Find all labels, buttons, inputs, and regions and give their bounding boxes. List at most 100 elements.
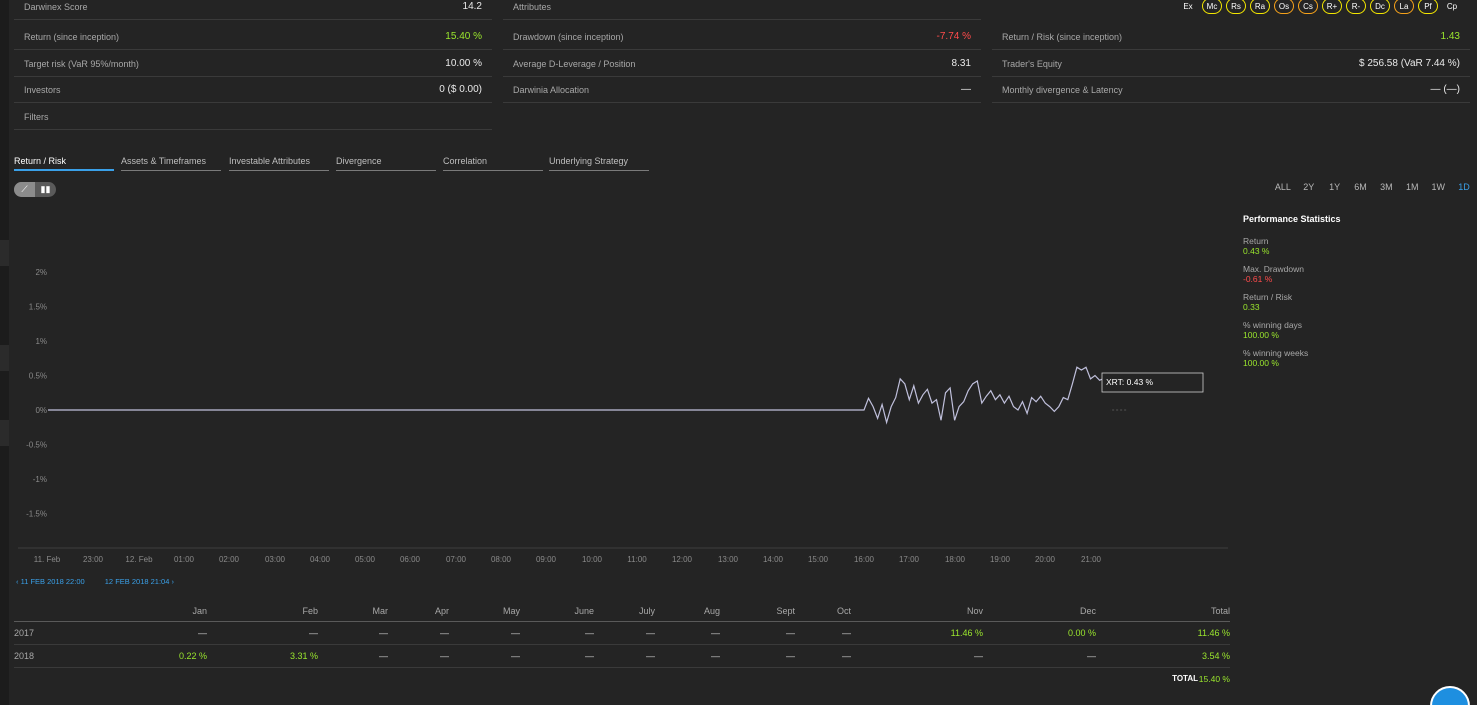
performance-stat-label: % winning weeks [1243,348,1309,358]
attribute-badge[interactable]: Cp [1446,1,1458,11]
column-header: Aug [703,606,720,616]
performance-stat-label: Return / Risk [1243,292,1293,302]
attribute-badge[interactable]: La [1394,0,1414,14]
tab[interactable]: Divergence [336,154,436,171]
return-chart: 2% 1.5% 1% 0.5% 0% -0.5% -1% -1.5% 11. Feb 23:00 1… [18,268,1228,564]
period-option[interactable]: 2Y [1303,182,1315,192]
tab[interactable]: Underlying Strategy [549,154,649,171]
tab[interactable]: Assets & Timeframes [121,154,221,171]
x-tick-label: 11. Feb [34,555,61,564]
column-header: Dec [1079,606,1096,616]
x-tick-label: 08:00 [491,555,512,564]
table-header-row: Jan Feb Mar Apr May June July Aug Sept Oct Nov Dec T… [14,600,1230,622]
month-cell: — [646,628,655,638]
y-tick-label: 2% [35,268,47,277]
x-tick-label: 13:00 [718,555,739,564]
x-tick-label: 10:00 [582,555,603,564]
line-chart-icon[interactable]: ⟋ [14,182,35,197]
stat-value: 0 ($ 0.00) [439,84,482,95]
month-cell: — [379,651,388,661]
stat-label: Investors [24,84,61,95]
chart-navigation: ‹ 11 FEB 2018 22:00 12 FEB 2018 21:04 › [16,577,192,586]
stat-cell: Trader's Equity $ 256.58 (VaR 7.44 %) [992,51,1470,77]
period-selector: ALL 2Y 1Y 6M 3M 1M 1W 1D [1270,182,1477,192]
performance-stat: % winning weeks 100.00 % [1243,348,1443,368]
prev-range-link[interactable]: ‹ 11 FEB 2018 22:00 [16,577,85,586]
column-header: Sept [776,606,795,616]
stat-value: 10.00 % [445,58,482,69]
month-cell: — [585,628,594,638]
y-tick-label: 1% [35,337,47,346]
month-cell: — [842,628,851,638]
period-option[interactable]: 1Y [1329,182,1341,192]
column-header: Oct [836,606,851,616]
column-header: Feb [302,606,318,616]
attribute-badge[interactable]: Os [1274,0,1294,14]
stat-label: Drawdown (since inception) [513,31,624,42]
stat-cell: Return (since inception) 15.40 % [14,24,492,50]
stat-cell: Filters [14,104,492,130]
stat-label: Darwinex Score [24,1,88,12]
tab[interactable]: Return / Risk [14,154,114,171]
attribute-badge[interactable]: Ex [1183,1,1193,11]
x-tick-label: 20:00 [1035,555,1056,564]
performance-stat-value: 0.43 % [1243,246,1270,256]
month-cell: — [440,628,449,638]
period-option[interactable]: 1D [1458,182,1470,192]
performance-statistics: Performance Statistics Return 0.43 % Max. … [1243,214,1443,376]
chat-bubble-button[interactable] [1430,686,1470,705]
x-tick-label: 06:00 [400,555,421,564]
column-header: Total [1210,606,1230,616]
x-tick-label: 05:00 [355,555,376,564]
stat-value: 14.2 [462,1,482,12]
month-cell: — [711,651,720,661]
tab[interactable]: Correlation [443,154,543,171]
x-tick-label: 01:00 [174,555,195,564]
total-value: 15.40 % [1198,674,1230,684]
attribute-badge[interactable]: Mc [1202,0,1222,14]
period-option[interactable]: 3M [1380,182,1393,192]
performance-stat: Return / Risk 0.33 [1243,292,1443,312]
next-range-link[interactable]: 12 FEB 2018 21:04 › [104,577,174,586]
attribute-badge[interactable]: Pf [1418,0,1438,14]
month-cell: — [198,628,207,638]
table-row: 2018 0.22 % 3.31 % — — — — — — — — — — 3.54 % [14,645,1230,668]
column-header: Jan [192,606,207,616]
month-cell: 11.46 % [1197,628,1230,638]
total-row: TOTAL 15.40 % [14,668,1230,691]
month-cell: 11.46 % [950,628,983,638]
attribute-badge[interactable]: Dc [1370,0,1390,14]
period-option[interactable]: ALL [1274,182,1291,192]
y-tick-label: 0.5% [29,372,47,381]
sidebar-block [0,420,9,446]
month-cell: — [711,628,720,638]
stat-label: Trader's Equity [1002,58,1062,69]
attribute-badge[interactable]: Cs [1298,0,1318,14]
tooltip-text: XRT: 0.43 % [1106,377,1154,387]
month-cell: — [511,651,520,661]
stat-label: Darwinia Allocation [513,84,590,95]
chart-type-toggle[interactable]: ⟋ ▮▮ [14,182,56,197]
performance-stat-value: -0.61 % [1243,274,1273,284]
period-option[interactable]: 6M [1354,182,1367,192]
attribute-badge[interactable]: R+ [1322,0,1342,14]
x-tick-label: 12:00 [672,555,693,564]
x-tick-label: 07:00 [446,555,467,564]
column-header: May [502,606,520,616]
tab[interactable]: Investable Attributes [229,154,329,171]
attribute-badge[interactable]: Rs [1226,0,1246,14]
attribute-badge[interactable]: Ra [1250,0,1270,14]
period-option[interactable]: 1M [1406,182,1419,192]
x-tick-label: 02:00 [219,555,240,564]
month-cell: 3.54 % [1201,651,1230,661]
stat-value: 15.40 % [445,31,482,42]
performance-stat-value: 100.00 % [1243,330,1279,340]
month-cell: — [309,628,318,638]
bar-chart-icon[interactable]: ▮▮ [40,184,51,194]
attribute-badge[interactable]: R- [1346,0,1366,14]
period-option[interactable]: 1W [1431,182,1445,192]
month-cell: 0.22 % [178,651,207,661]
stat-label: Return / Risk (since inception) [1002,31,1123,42]
stat-label: Average D-Leverage / Position [513,58,636,69]
stat-cell: Investors 0 ($ 0.00) [14,77,492,103]
